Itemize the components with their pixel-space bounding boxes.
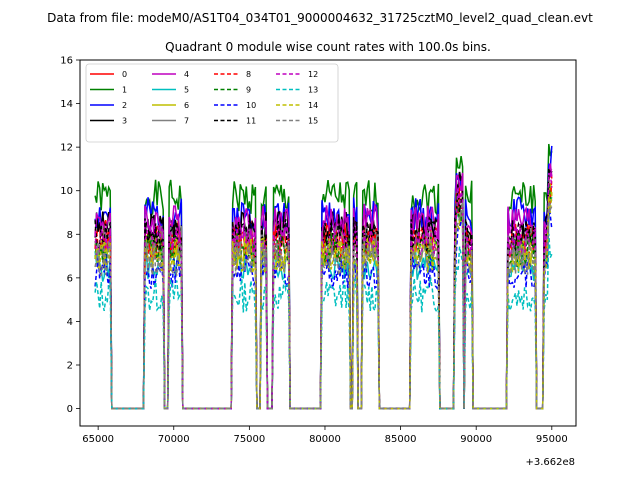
x-tick-label: 85000	[385, 434, 417, 445]
legend-label: 9	[246, 86, 251, 95]
figure-suptitle: Data from file: modeM0/AS1T04_034T01_900…	[47, 11, 593, 25]
plot-frame	[79, 59, 577, 427]
x-tick-label: 95000	[536, 434, 568, 445]
legend-box	[85, 63, 339, 143]
y-tick-label: 8	[67, 230, 73, 241]
legend-label: 12	[308, 70, 318, 79]
series-lines	[94, 143, 553, 410]
legend-label: 11	[246, 117, 256, 126]
legend-label: 13	[308, 86, 318, 95]
legend-label: 8	[246, 70, 251, 79]
x-axis: 65000 70000 75000 80000 85000 90000 95000	[82, 426, 568, 445]
legend-label: 15	[308, 117, 318, 126]
y-tick-label: 12	[60, 143, 73, 154]
x-tick-label: 75000	[233, 434, 265, 445]
y-tick-label: 14	[60, 99, 73, 110]
x-offset-label: +3.662e8	[525, 457, 575, 468]
series-line-15	[94, 201, 553, 410]
legend-label: 10	[246, 101, 256, 110]
legend-label: 5	[184, 86, 189, 95]
series-line-13	[94, 233, 553, 410]
legend-label: 4	[184, 70, 189, 79]
x-tick-label: 70000	[158, 434, 190, 445]
y-tick-label: 4	[67, 317, 73, 328]
legend-label: 14	[308, 101, 318, 110]
y-tick-label: 10	[60, 186, 73, 197]
legend-label: 3	[122, 117, 127, 126]
x-tick-label: 65000	[82, 434, 114, 445]
x-tick-label: 90000	[460, 434, 492, 445]
legend-label: 6	[184, 101, 189, 110]
y-tick-label: 6	[67, 273, 73, 284]
legend-label: 0	[122, 70, 127, 79]
legend-label: 1	[122, 86, 127, 95]
chart-title: Quadrant 0 module wise count rates with …	[165, 40, 491, 54]
y-tick-label: 0	[67, 404, 73, 415]
legend-label: 2	[122, 101, 127, 110]
legend-label: 7	[184, 117, 189, 126]
y-axis: 0 2 4 6 8 10 12 14 16	[60, 56, 80, 415]
y-tick-label: 16	[60, 56, 73, 67]
x-tick-label: 80000	[309, 434, 341, 445]
y-tick-label: 2	[67, 361, 73, 372]
